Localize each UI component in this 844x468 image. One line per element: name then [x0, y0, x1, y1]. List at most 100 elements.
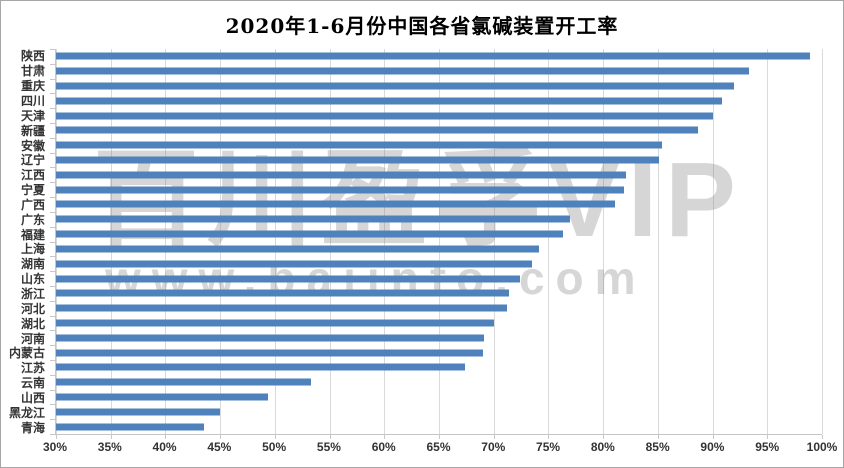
y-axis-label-广西: 广西 — [20, 197, 45, 212]
x-axis-tick-label: 90% — [700, 440, 725, 454]
bar-row — [56, 123, 822, 138]
x-axis-tick-label: 65% — [426, 440, 451, 454]
bar-row — [56, 227, 822, 242]
y-axis-tick — [50, 211, 56, 213]
y-axis-tick — [50, 167, 56, 169]
gridline — [220, 49, 222, 434]
gridline — [767, 49, 769, 434]
y-axis-label-四川: 四川 — [20, 93, 45, 108]
bar-青海 — [56, 423, 204, 431]
y-axis-tick — [50, 93, 56, 95]
gridline — [274, 49, 276, 434]
y-axis-label-河南: 河南 — [20, 331, 45, 346]
gridline — [384, 49, 386, 434]
y-axis-tick — [50, 434, 56, 435]
bar-row — [56, 330, 822, 345]
y-axis-label-青海: 青海 — [20, 420, 45, 435]
bar-广东 — [56, 215, 571, 223]
gridline — [657, 49, 659, 434]
x-axis-tick-label: 40% — [152, 440, 177, 454]
x-axis-tick — [712, 435, 714, 439]
x-axis-tick-label: 85% — [645, 440, 670, 454]
bar-row — [56, 301, 822, 316]
x-axis-tick — [603, 435, 605, 439]
bar-row — [56, 316, 822, 331]
plot-area — [50, 49, 823, 439]
y-axis-tick — [50, 404, 56, 406]
y-axis-label-陕西: 陕西 — [20, 49, 45, 64]
y-axis-label-重庆: 重庆 — [20, 79, 45, 94]
x-axis-tick — [329, 435, 331, 439]
bar-新疆 — [56, 126, 699, 134]
bar-广西 — [56, 200, 616, 208]
bar-河北 — [56, 304, 507, 312]
x-axis-tick — [220, 435, 222, 439]
x-axis-tick — [439, 435, 440, 439]
gridline — [56, 49, 57, 434]
x-axis-tick — [56, 435, 57, 439]
bar-row — [56, 242, 822, 257]
y-axis-label-新疆: 新疆 — [20, 123, 45, 138]
gridline — [329, 49, 331, 434]
bar-row — [56, 138, 822, 153]
bar-row — [56, 197, 822, 212]
x-axis-tick-label: 55% — [316, 440, 341, 454]
bar-甘肃 — [56, 67, 749, 75]
y-axis-tick — [50, 197, 56, 199]
y-axis-tick — [50, 374, 56, 376]
y-axis-label-黑龙江: 黑龙江 — [8, 405, 45, 420]
y-axis-labels: 陕西 甘肃 重庆 四川 天津 新疆 安徽 辽宁 江西 宁夏 广西 广东 福建 上海 湖南 山东 浙江 河北 湖北 河南… — [1, 49, 49, 435]
bar-row — [56, 345, 822, 360]
bar-row — [56, 375, 822, 390]
y-axis-label-浙江: 浙江 — [20, 286, 45, 301]
x-axis-tick-label: 80% — [590, 440, 615, 454]
bar-四川 — [56, 97, 723, 105]
y-axis-tick — [50, 63, 56, 65]
y-axis-label-安徽: 安徽 — [20, 138, 45, 153]
bar-row — [56, 256, 822, 271]
x-axis-tick — [548, 435, 550, 439]
x-axis-tick — [493, 435, 495, 439]
bar-row — [56, 182, 822, 197]
bar-row — [56, 286, 822, 301]
y-axis-tick — [50, 300, 56, 302]
y-axis-label-山东: 山东 — [20, 272, 45, 287]
bar-浙江 — [56, 289, 510, 297]
bar-天津 — [56, 112, 713, 120]
x-axis-tick-label: 70% — [481, 440, 506, 454]
y-axis-label-广东: 广东 — [20, 212, 45, 227]
bar-row — [56, 212, 822, 227]
x-axis-tick — [657, 435, 659, 439]
bar-row — [56, 64, 822, 79]
x-axis-tick — [384, 435, 386, 439]
bar-row — [56, 271, 822, 286]
bar-row — [56, 167, 822, 182]
bar-row — [56, 153, 822, 168]
bar-row — [56, 419, 822, 434]
bar-row — [56, 404, 822, 419]
bar-row — [56, 79, 822, 94]
x-axis-tick — [110, 435, 112, 439]
y-axis-label-内蒙古: 内蒙古 — [8, 346, 45, 361]
y-axis-tick — [50, 123, 56, 125]
y-axis-label-河北: 河北 — [20, 301, 45, 316]
y-axis-label-江西: 江西 — [20, 168, 45, 183]
y-axis-tick — [50, 182, 56, 184]
bar-上海 — [56, 245, 539, 253]
y-axis-tick — [50, 315, 56, 317]
y-axis-label-甘肃: 甘肃 — [20, 64, 45, 79]
x-axis-tick-label: 35% — [97, 440, 122, 454]
bar-江苏 — [56, 363, 466, 371]
y-axis-label-上海: 上海 — [20, 242, 45, 257]
bar-重庆 — [56, 82, 735, 90]
y-axis-tick — [50, 359, 56, 361]
x-axis-tick-label: 100% — [806, 440, 838, 454]
y-axis-label-天津: 天津 — [20, 108, 45, 123]
bar-row — [56, 108, 822, 123]
x-axis-tick — [274, 435, 276, 439]
y-axis-label-辽宁: 辽宁 — [20, 153, 45, 168]
bar-row — [56, 390, 822, 405]
y-axis-label-云南: 云南 — [20, 376, 45, 391]
y-axis-label-湖南: 湖南 — [20, 257, 45, 272]
